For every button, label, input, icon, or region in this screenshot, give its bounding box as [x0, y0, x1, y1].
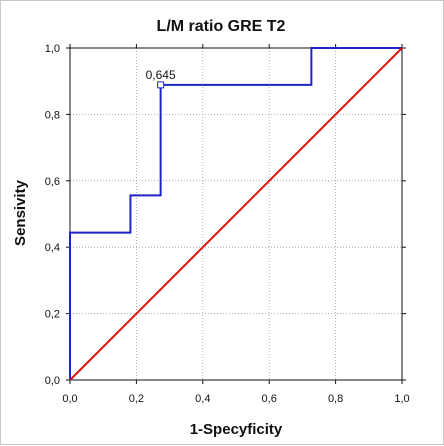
tick-labels: 0,0 0,2 0,4 0,6 0,8 1,0 0,0 0,2 0,4 0,6 0,8 1,0 [45, 43, 410, 405]
plot-area-border [69, 47, 403, 381]
cutoff-point-label: 0,645 [146, 68, 176, 82]
y-axis-label: Sensivity [12, 179, 29, 246]
y-tick-label: 0,4 [45, 242, 60, 254]
roc-curve [69, 47, 402, 380]
cutoff-point-marker [157, 81, 165, 89]
annotations: 0,645 [146, 68, 176, 89]
x-tick-label: 0,2 [129, 393, 144, 405]
x-tick-label: 0,4 [195, 393, 210, 405]
axes [66, 44, 406, 384]
chart-title: L/M ratio GRE T2 [157, 18, 286, 35]
y-tick-label: 0,2 [45, 309, 60, 321]
y-tick-label: 1,0 [45, 43, 60, 55]
x-tick-label: 0,0 [62, 393, 77, 405]
y-tick-label: 0,8 [45, 109, 60, 121]
x-tick-label: 0,6 [262, 393, 277, 405]
y-tick-label: 0,0 [45, 375, 60, 387]
x-tick-label: 1,0 [394, 393, 409, 405]
x-tick-label: 0,8 [328, 393, 343, 405]
x-axis-label: 1-Specyficity [190, 421, 283, 438]
reference-diagonal [69, 47, 403, 381]
series-group [69, 47, 403, 381]
y-tick-label: 0,6 [45, 176, 60, 188]
